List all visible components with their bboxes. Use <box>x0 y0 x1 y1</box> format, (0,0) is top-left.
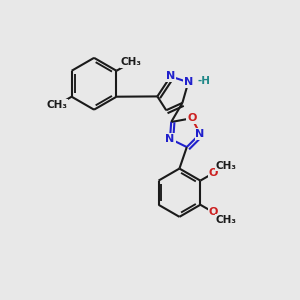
Text: CH₃: CH₃ <box>121 57 142 67</box>
Text: N: N <box>166 71 175 81</box>
Text: N: N <box>184 77 193 87</box>
Text: CH₃: CH₃ <box>46 100 67 110</box>
Text: CH₃: CH₃ <box>216 160 237 171</box>
Text: O: O <box>187 113 196 123</box>
Text: O: O <box>209 168 218 178</box>
Text: N: N <box>195 129 205 139</box>
Text: O: O <box>209 207 218 218</box>
Text: N: N <box>165 134 175 144</box>
Text: CH₃: CH₃ <box>216 215 237 225</box>
Text: -H: -H <box>198 76 211 86</box>
